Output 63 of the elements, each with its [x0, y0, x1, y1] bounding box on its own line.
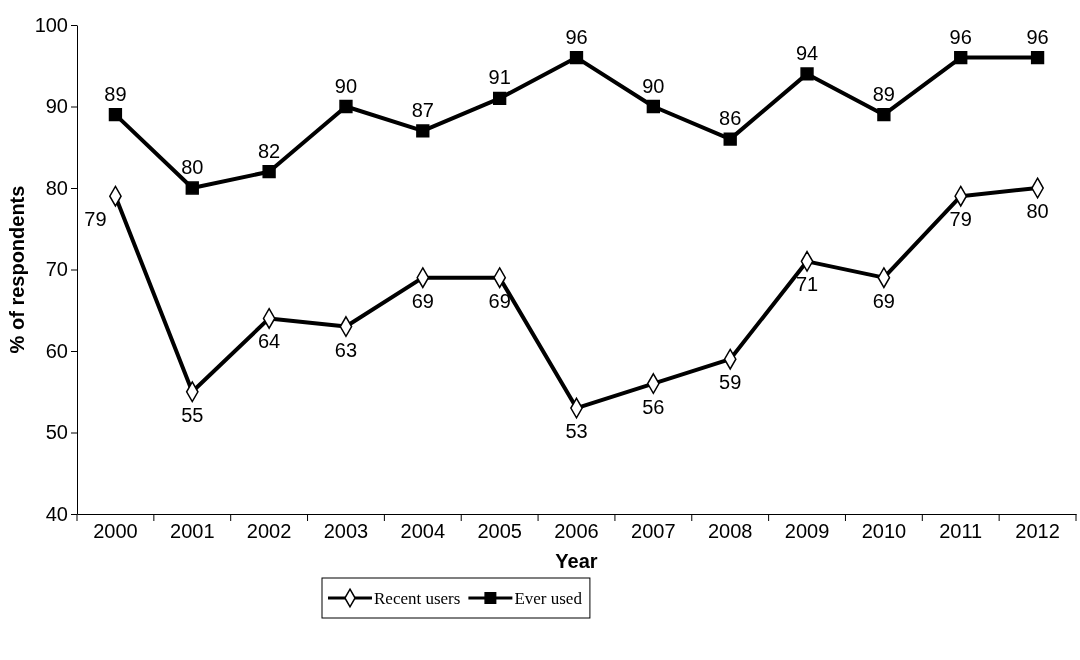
data-label: 89	[104, 82, 127, 105]
data-label: 82	[257, 139, 281, 162]
data-label: 71	[795, 273, 819, 296]
y-tick-label: 50	[45, 421, 68, 444]
data-label: 64	[257, 330, 281, 353]
data-label: 94	[795, 41, 819, 64]
x-axis-title: Year	[555, 550, 598, 572]
x-tick-label: 2003	[323, 520, 369, 543]
data-label: 59	[719, 371, 742, 394]
point	[569, 50, 584, 65]
data-label: 86	[719, 107, 742, 130]
y-tick-label: 40	[45, 502, 68, 525]
data-label: 96	[1026, 25, 1049, 48]
data-label: 91	[488, 66, 511, 89]
data-label: 69	[488, 289, 511, 312]
data-label: 53	[565, 420, 588, 443]
point	[954, 50, 968, 65]
data-label: 69	[411, 289, 434, 312]
x-tick-label: 2005	[477, 520, 522, 543]
point	[800, 67, 814, 81]
y-tick-label: 60	[45, 339, 68, 362]
data-label: 90	[334, 74, 358, 97]
data-label: 90	[642, 74, 665, 97]
y-tick-label: 100	[34, 13, 68, 36]
y-tick-label: 80	[45, 176, 68, 199]
point	[877, 107, 891, 122]
x-tick-label: 2007	[631, 520, 676, 543]
x-tick-label: 2002	[246, 520, 292, 543]
y-axis-title: % of respondents	[6, 185, 28, 354]
point	[1030, 50, 1045, 65]
x-tick-label: 2011	[939, 520, 983, 543]
data-label: 79	[84, 208, 107, 231]
point	[492, 91, 507, 106]
data-label: 63	[334, 338, 358, 361]
data-label: 89	[872, 82, 896, 105]
x-tick-label: 2010	[861, 520, 907, 543]
x-tick-label: 2001	[170, 520, 215, 543]
x-tick-label: 2006	[554, 520, 599, 543]
point	[262, 165, 276, 179]
legend-label: Ever used	[514, 589, 583, 608]
point	[108, 107, 123, 122]
legend-label: Recent users	[374, 589, 461, 608]
x-tick-label: 2004	[400, 520, 446, 543]
data-label: 69	[872, 289, 896, 312]
data-label: 56	[642, 395, 665, 418]
data-label: 80	[1026, 200, 1049, 222]
data-label: 55	[181, 403, 204, 426]
y-tick-label: 90	[45, 95, 68, 118]
data-label: 96	[949, 25, 972, 48]
data-label: 79	[949, 208, 972, 231]
data-label: 96	[565, 25, 588, 48]
x-tick-label: 2000	[93, 520, 138, 543]
point	[646, 99, 661, 114]
x-tick-label: 2008	[707, 520, 753, 543]
y-tick-label: 70	[45, 258, 68, 281]
point	[723, 132, 737, 146]
x-tick-label: 2009	[784, 520, 830, 543]
x-tick-label: 2012	[1015, 520, 1060, 543]
point	[339, 99, 353, 114]
point	[416, 124, 430, 138]
data-label: 80	[181, 156, 204, 178]
data-label: 87	[411, 98, 434, 121]
point	[185, 181, 199, 195]
